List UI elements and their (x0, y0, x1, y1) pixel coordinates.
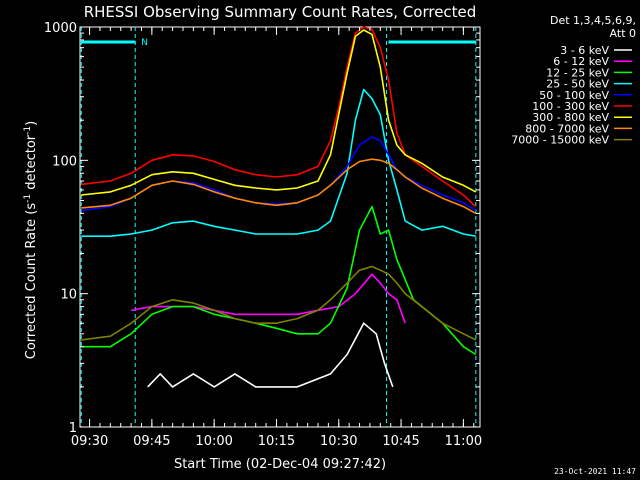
x-tick-label: 10:15 (258, 434, 295, 449)
y-ticks: 1 10 100 1000 (44, 21, 480, 436)
y-tick-label: 100 (52, 154, 77, 169)
series-line-7 (81, 158, 477, 215)
legend-label: 50 - 100 keV (539, 89, 609, 102)
y-tick-label: 1000 (44, 21, 77, 36)
marker-label: N (141, 38, 148, 48)
series-lines (81, 26, 477, 388)
legend-label: 300 - 800 keV (532, 111, 609, 124)
y-axis-label-part3: ) (24, 121, 39, 126)
series-line-5 (81, 26, 477, 208)
x-tick-label: 10:30 (320, 434, 357, 449)
series-line-3 (81, 88, 476, 237)
x-tick-label: 11:00 (445, 434, 482, 449)
y-tick-label: 10 (60, 288, 77, 303)
x-axis-label: Start Time (02-Dec-04 09:27:42) (174, 457, 386, 472)
marker-lines: N (80, 27, 477, 427)
legend-label: 12 - 25 keV (546, 66, 609, 79)
x-tick-label: 10:00 (195, 434, 232, 449)
legend-label: 100 - 300 keV (532, 100, 609, 113)
legend-label: 800 - 7000 keV (525, 122, 609, 135)
legend-label: 6 - 12 keV (553, 55, 609, 68)
chart-title: RHESSI Observing Summary Count Rates, Co… (84, 3, 477, 21)
plot-area: N 09:30 09:45 10:00 10:15 10:30 10:45 11:00 11… (44, 21, 482, 449)
y-axis-label-sup2: -1 (23, 126, 33, 135)
y-axis-label: Corrected Count Rate (s-1 detector-1) (23, 121, 39, 359)
y-axis-label-sup1: -1 (23, 194, 33, 203)
series-line-2 (81, 205, 477, 356)
legend-header-line1: Det 1,3,4,5,6,9, (550, 14, 636, 27)
legend-label: 7000 - 15000 keV (511, 134, 609, 147)
x-ticks: 09:30 09:45 10:00 10:15 10:30 10:45 11:00 (71, 27, 482, 449)
series-line-0 (147, 322, 394, 388)
y-axis-label-part1: Corrected Count Rate (s (24, 203, 39, 360)
y-tick-label: 1 (69, 421, 77, 436)
legend-header-line2: Att 0 (610, 27, 636, 40)
legend-label: 25 - 50 keV (546, 78, 609, 91)
x-tick-label: 09:30 (71, 434, 108, 449)
series-line-8 (81, 265, 477, 341)
series-line-6 (81, 29, 477, 196)
x-tick-label: 09:45 (133, 434, 170, 449)
timestamp: 23-Oct-2021 11:47 (554, 467, 636, 476)
plot-frame (79, 26, 481, 428)
legend-label: 3 - 6 keV (560, 44, 609, 57)
x-tick-label: 10:45 (382, 434, 419, 449)
y-axis-label-part2: detector (24, 134, 39, 194)
